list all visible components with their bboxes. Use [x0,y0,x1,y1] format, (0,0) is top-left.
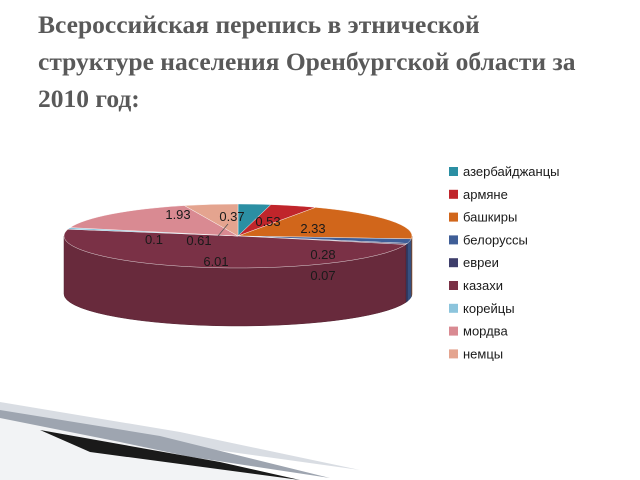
slice-side-3 [407,238,412,302]
legend-label: немцы [463,346,503,361]
data-label: 2.33 [300,221,325,236]
legend-swatch [449,212,458,222]
slice-2 [237,207,413,240]
legend-label: башкиры [463,210,517,225]
slice-5 [63,228,407,269]
data-label: 0.37 [219,209,244,224]
legend-swatch [449,189,458,199]
slice-7 [69,205,239,237]
legend-swatch [449,235,458,245]
legend-swatch [449,326,458,336]
pie-sides [63,235,413,327]
pie-slices [63,203,413,269]
data-label: 0.28 [310,247,335,262]
legend-label: корейцы [463,301,515,316]
data-label: 1.93 [165,207,190,222]
decor-stripe [0,410,330,478]
label-leaders [217,223,229,237]
data-label: 6.01 [203,254,228,269]
legend-swatch [449,167,458,176]
decor-stripe [0,402,360,470]
leader-line [217,223,229,237]
data-label: 0.61 [186,233,211,248]
legend-swatch [449,258,458,268]
legend-swatch [449,303,458,313]
legend-swatch [449,349,458,359]
data-label: 0.1 [145,232,163,247]
legend-swatch [449,281,458,290]
legend-label: белоруссы [463,232,528,247]
slide-title: Всероссийская перепись в этнической стру… [38,10,576,113]
legend-label: азербайджанцы [463,164,559,179]
data-label: 0.07 [310,268,335,283]
decor-stripe [40,430,300,480]
legend-label: мордва [463,324,508,339]
data-label: 0.53 [255,214,280,229]
decorative-stripes [0,402,360,480]
data-labels: 0.37 0.53 2.33 0.28 0.07 6.01 0.11.93 0.61 [145,207,336,283]
legend: азербайджанцы армяне башкиры белоруссы евреи… [449,164,559,361]
legend-label: армяне [463,187,508,202]
legend-label: евреи [463,255,499,270]
legend-label: казахи [463,278,503,293]
